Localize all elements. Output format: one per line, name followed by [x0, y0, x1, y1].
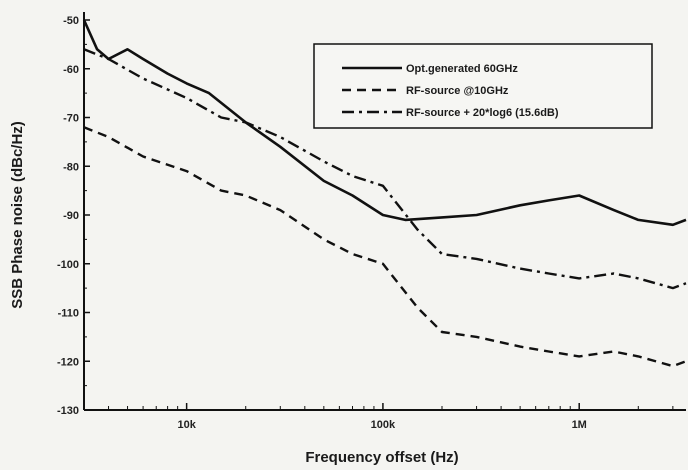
y-tick-label: -80 [63, 161, 79, 173]
y-tick-label: -50 [63, 15, 79, 27]
x-tick-label: 1M [572, 419, 587, 431]
x-tick-label: 10k [177, 419, 196, 431]
y-tick-label: -90 [63, 210, 79, 222]
legend: Opt.generated 60GHz RF-source @10GHz RF-so… [313, 43, 653, 129]
series-line-1 [82, 19, 687, 227]
legend-box [313, 43, 653, 129]
y-tick-label: -130 [57, 405, 79, 417]
series-layer [82, 19, 687, 368]
legend-label-1: Opt.generated 60GHz [406, 63, 518, 75]
y-tick-label: -110 [58, 308, 79, 320]
legend-label-3: RF-source + 20*log6 (15.6dB) [406, 107, 559, 119]
series-line-2 [83, 126, 687, 368]
legend-label-2: RF-source @10GHz [406, 85, 509, 97]
y-axis-title: SSB Phase noise (dBc/Hz) [9, 121, 26, 309]
series-line-3 [83, 48, 687, 290]
x-tick-label: 100k [371, 419, 396, 431]
y-tick-label: -60 [63, 64, 79, 76]
axes-group: -50 -60 -70 -80 -90 -100 -110 -120 -130 10k 100k 1M [57, 12, 686, 431]
y-tick-label: -70 [63, 113, 79, 125]
x-axis-title: Frequency offset (Hz) [305, 449, 458, 466]
y-tick-label: -120 [57, 356, 79, 368]
y-tick-label: -100 [57, 259, 79, 271]
